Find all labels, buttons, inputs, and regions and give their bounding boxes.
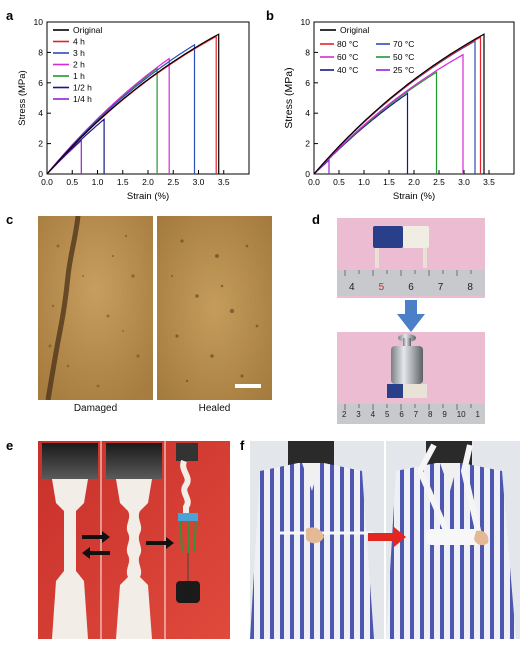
legend-label: 3 h	[73, 48, 85, 58]
ruler-bottom-label: 8	[428, 410, 433, 419]
legend-label: 1/4 h	[73, 94, 92, 104]
x-tick-label: 0.0	[308, 177, 320, 187]
ruler-bottom-label: 4	[370, 410, 376, 419]
caption-healed: Healed	[198, 403, 231, 414]
ruler-top-label: 7	[437, 282, 444, 293]
x-axis-label: Strain (%)	[393, 191, 435, 202]
legend-label: 80 °C	[337, 39, 358, 49]
panel-label-d: d	[312, 212, 320, 227]
y-tick-label: 2	[305, 139, 310, 149]
chart-a-stress-strain-healing-time: 0.0 0.5 1.0 1.5 2.0 2.5 3.0 3.5 0 2 4 6 8 10 Strain (%…	[17, 17, 250, 202]
panel-label-f: f	[240, 438, 245, 453]
ruler-bottom-label: 7	[413, 410, 419, 419]
x-tick-label: 0.5	[333, 177, 345, 187]
y-tick-label: 10	[34, 17, 44, 27]
legend-label: 70 °C	[393, 39, 414, 49]
series-line	[313, 33, 485, 175]
ruler-bottom-label: 5	[384, 410, 390, 419]
y-tick-label: 6	[305, 78, 310, 88]
legend-label: 40 °C	[337, 65, 358, 75]
ruler-bottom-label: 6	[399, 410, 404, 419]
y-tick-label: 4	[38, 108, 43, 118]
y-tick-label: 8	[38, 47, 43, 57]
micrograph-healed	[157, 216, 272, 400]
ruler-bottom-label: 9	[442, 410, 447, 419]
micrograph-damaged	[38, 216, 153, 400]
x-tick-label: 2.0	[408, 177, 420, 187]
ruler-top-label: 8	[467, 282, 473, 293]
legend-label: 4 h	[73, 37, 85, 47]
x-tick-label: 2.5	[167, 177, 179, 187]
photo-sample-holding-weight: 2 3 4 5 6 7 8 9 10 1	[337, 332, 485, 424]
y-tick-label: 4	[305, 108, 310, 118]
legend-label: 1 h	[73, 71, 85, 81]
series-line	[313, 71, 438, 175]
y-axis-label: Stress (MPa)	[283, 67, 295, 128]
photo-person-arm-sling	[250, 441, 520, 639]
ruler-top-label: 5	[378, 282, 385, 293]
ruler-bottom-label: 1	[475, 410, 480, 419]
series-line	[46, 33, 220, 175]
x-tick-label: 1.5	[117, 177, 129, 187]
legend-label: 50 °C	[393, 52, 414, 62]
crack-line	[45, 216, 81, 400]
legend-label: 60 °C	[337, 52, 358, 62]
y-tick-label: 0	[305, 169, 310, 179]
ruler-top-label: 4	[349, 282, 355, 293]
panel-label-b: b	[266, 8, 274, 23]
y-tick-label: 8	[305, 47, 310, 57]
panel-label-e: e	[6, 438, 14, 453]
y-tick-label: 0	[38, 169, 43, 179]
ruler-bottom-label: 2	[341, 410, 347, 419]
x-tick-label: 0.5	[66, 177, 78, 187]
legend-label: 25 °C	[393, 65, 414, 75]
ruler-bottom-label: 3	[356, 410, 361, 419]
x-tick-label: 3.0	[458, 177, 470, 187]
ruler-bottom-label: 10	[456, 410, 466, 419]
legend-label: 2 h	[73, 60, 85, 70]
legend-label: Original	[73, 25, 102, 35]
x-axis-label: Strain (%)	[127, 191, 169, 202]
down-arrow-icon	[397, 300, 425, 332]
legend-label: Original	[340, 25, 369, 35]
x-tick-label: 2.5	[433, 177, 445, 187]
x-tick-label: 3.0	[193, 177, 205, 187]
y-axis-label: Stress (MPa)	[17, 70, 28, 125]
x-tick-label: 1.0	[92, 177, 104, 187]
x-tick-label: 2.0	[142, 177, 154, 187]
panel-label-a: a	[6, 8, 14, 23]
x-tick-label: 1.5	[383, 177, 395, 187]
series-line	[313, 53, 464, 175]
x-tick-label: 3.5	[218, 177, 230, 187]
panel-label-c: c	[6, 212, 14, 227]
x-tick-label: 0.0	[41, 177, 53, 187]
caption-damaged: Damaged	[73, 403, 118, 414]
x-tick-label: 1.0	[358, 177, 370, 187]
y-tick-label: 6	[38, 78, 43, 88]
y-tick-label: 2	[38, 139, 43, 149]
scale-bar	[235, 384, 261, 388]
y-tick-label: 10	[301, 17, 311, 27]
x-tick-label: 3.5	[483, 177, 495, 187]
legend-label: 1/2 h	[73, 83, 92, 93]
photo-stretched-specimen	[38, 441, 230, 639]
series-line	[46, 43, 196, 175]
ruler-top-label: 6	[408, 282, 414, 293]
chart-b-stress-strain-healing-temperature: 0.0 0.5 1.0 1.5 2.0 2.5 3.0 3.5 0 2 4 6 8 10 Strain (%…	[283, 17, 515, 202]
photo-healed-sample-on-ruler: 4 5 6 7 8	[337, 218, 485, 298]
